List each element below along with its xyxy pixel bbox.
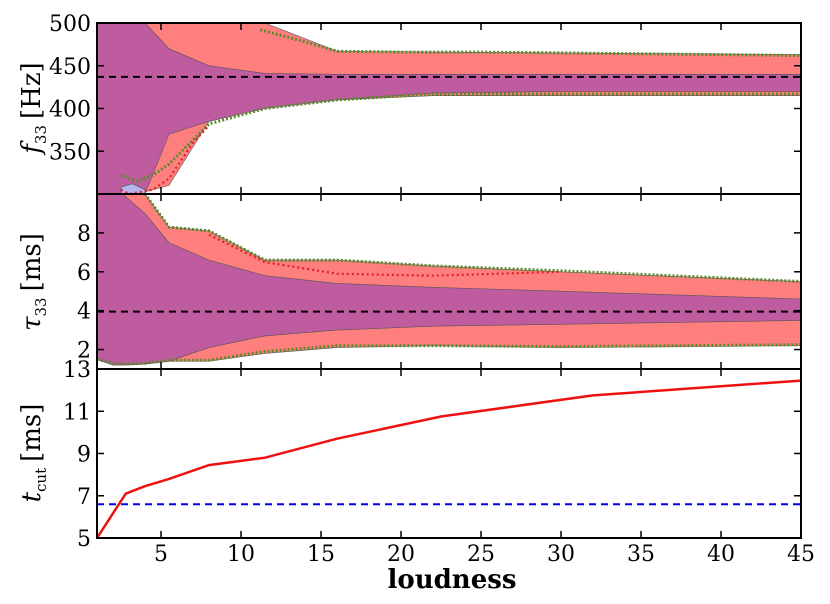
f33-ylabel-subscript: 33 [32, 125, 50, 144]
tau33-red-dotted-line [208, 233, 562, 277]
f33-band-1 [97, 23, 801, 194]
x-tick-label: 45 [787, 542, 815, 567]
tcut-ytick-label: 11 [63, 400, 91, 425]
tau33-ytick-label: 8 [77, 222, 91, 247]
tau33-contour-lower-dotted [97, 343, 801, 366]
x-axis-label: loudness [387, 565, 516, 595]
x-tick-label: 10 [227, 542, 255, 567]
x-tick-label: 20 [387, 542, 415, 567]
x-tick-label: 30 [547, 542, 575, 567]
tcut-ytick-label: 7 [77, 485, 91, 510]
f33-band-2 [120, 183, 146, 194]
tcut-ylabel: tcut [ms] [17, 404, 50, 503]
f33-contour-upper-dotted [259, 28, 801, 57]
panel-tau33: 2 4 6 8 τ33 [ms] [17, 194, 802, 369]
f33-red-dotted-line [120, 124, 210, 194]
tcut-frame [96, 368, 802, 539]
f33-ytick-label: 450 [49, 55, 91, 80]
panel-tcut: 5 7 9 11 13 tcut [ms] 5 10 15 20 25 30 35 40 45 loudn… [17, 358, 815, 595]
tau33-ytick-label: 4 [77, 300, 91, 325]
f33-ylabel: f33[Hz] [17, 62, 50, 155]
f33-ytick-label: 500 [49, 12, 91, 37]
tau33-ytick-label: 6 [77, 261, 91, 286]
tau33-contour-upper-dotted [143, 194, 801, 283]
tcut-ytick-label: 9 [77, 443, 91, 468]
x-tick-label: 35 [627, 542, 655, 567]
tau33-ylabel: τ33 [ms] [17, 233, 50, 331]
f33-ylabel-unit: [Hz] [17, 62, 47, 119]
tcut-series-line-0 [97, 379, 801, 538]
tau33-ylabel-subscript: 33 [32, 297, 50, 316]
x-tick-label: 25 [467, 542, 495, 567]
f33-ytick-label: 400 [49, 98, 91, 123]
tcut-ytick-label: 5 [77, 527, 91, 552]
tcut-ylabel-symbol: t [17, 491, 47, 502]
tau33-ytick-label: 2 [77, 339, 91, 364]
f33-ytick-label: 350 [49, 140, 91, 165]
tau33-ylabel-unit: [ms] [17, 233, 47, 291]
tcut-ylabel-subscript: cut [32, 468, 50, 492]
x-tick-label: 15 [307, 542, 335, 567]
f33-contour-lower-dotted [120, 92, 801, 183]
tau33-ylabel-symbol: τ [17, 316, 47, 331]
f33-band-0 [97, 23, 801, 194]
tcut-ytick-label: 13 [63, 358, 91, 383]
x-tick-label: 5 [154, 542, 168, 567]
x-tick-label: 40 [707, 542, 735, 567]
tcut-ylabel-unit: [ms] [17, 404, 47, 462]
